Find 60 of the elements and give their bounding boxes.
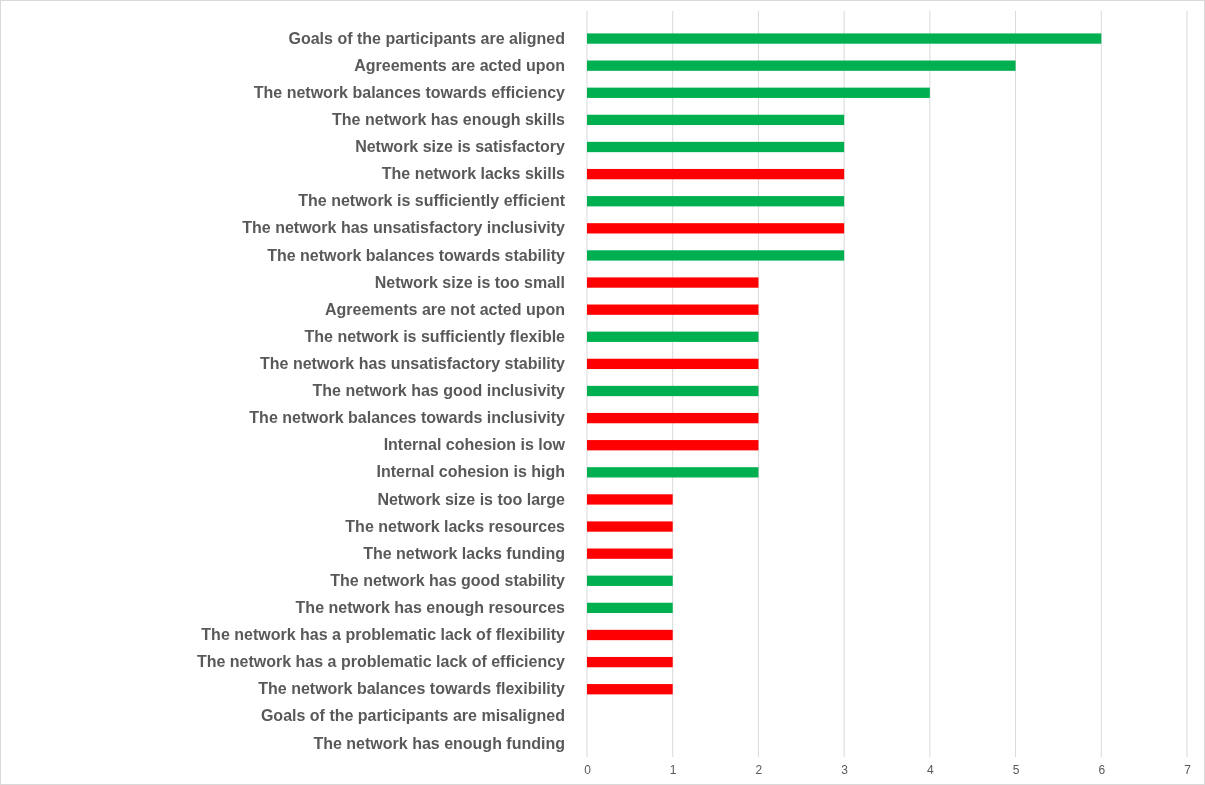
bar <box>587 87 930 98</box>
x-tick-label: 1 <box>669 762 677 777</box>
y-tick-label: The network has a problematic lack of flexibility <box>201 626 566 644</box>
y-tick-label: The network has enough funding <box>313 734 565 752</box>
y-tick-label: The network has unsatisfactory stability <box>260 355 566 373</box>
y-tick-label: The network balances towards stability <box>267 246 566 264</box>
bar <box>587 33 1102 44</box>
bar <box>587 168 845 180</box>
y-tick-label: Agreements are not acted upon <box>324 300 565 318</box>
bar <box>587 141 845 153</box>
bar <box>587 440 759 451</box>
y-tick-label: The network has enough resources <box>295 599 566 617</box>
bar <box>587 684 673 695</box>
bar <box>587 629 673 641</box>
bar <box>587 575 673 586</box>
bar <box>587 304 759 315</box>
y-tick-label: The network lacks resources <box>345 517 566 535</box>
x-tick-label: 0 <box>584 762 592 777</box>
y-tick-label: The network has enough skills <box>332 111 566 129</box>
x-tick-label: 4 <box>927 762 935 777</box>
y-tick-label: The network balances towards efficiency <box>253 83 566 101</box>
y-tick-label: The network has good inclusivity <box>312 382 566 400</box>
y-tick-label: The network lacks funding <box>363 544 565 562</box>
bar <box>587 521 673 532</box>
bar <box>587 548 673 559</box>
y-tick-label: Network size is too small <box>374 273 565 291</box>
bar <box>587 467 759 478</box>
bar <box>587 412 759 424</box>
y-tick-label: Agreements are acted upon <box>354 56 565 74</box>
bar <box>587 250 845 261</box>
bar <box>587 358 759 370</box>
bar <box>587 385 759 397</box>
y-tick-label: The network balances towards flexibility <box>258 680 566 698</box>
y-tick-label: Network size is satisfactory <box>355 138 566 156</box>
y-tick-label: The network is sufficiently flexible <box>304 327 566 345</box>
bar <box>587 656 673 668</box>
y-tick-label: The network has good stability <box>330 571 566 589</box>
bar <box>587 223 845 234</box>
y-tick-label: The network balances towards inclusivity <box>249 409 566 427</box>
y-tick-label: The network lacks skills <box>381 165 566 183</box>
y-tick-label: Network size is too large <box>377 490 566 508</box>
y-tick-label: The network has unsatisfactory inclusivity <box>242 219 566 237</box>
y-tick-label: Internal cohesion is low <box>383 436 566 454</box>
y-tick-label: Internal cohesion is high <box>376 463 565 481</box>
y-tick-label: Goals of the participants are misaligned <box>260 707 565 725</box>
bar <box>587 277 759 288</box>
bar <box>587 494 673 505</box>
x-tick-label: 6 <box>1098 762 1106 777</box>
y-tick-label: The network is sufficiently efficient <box>298 192 566 210</box>
bar <box>587 196 845 207</box>
y-tick-label: The network has a problematic lack of efficiency <box>196 653 566 671</box>
bar <box>587 114 845 126</box>
x-tick-label: 2 <box>755 762 763 777</box>
x-tick-label: 3 <box>841 762 849 777</box>
x-tick-label: 7 <box>1184 762 1192 777</box>
bar <box>587 331 759 342</box>
y-tick-label: Goals of the participants are aligned <box>288 29 565 47</box>
x-tick-label: 5 <box>1012 762 1020 777</box>
bar <box>587 60 1016 71</box>
bar <box>587 602 673 614</box>
